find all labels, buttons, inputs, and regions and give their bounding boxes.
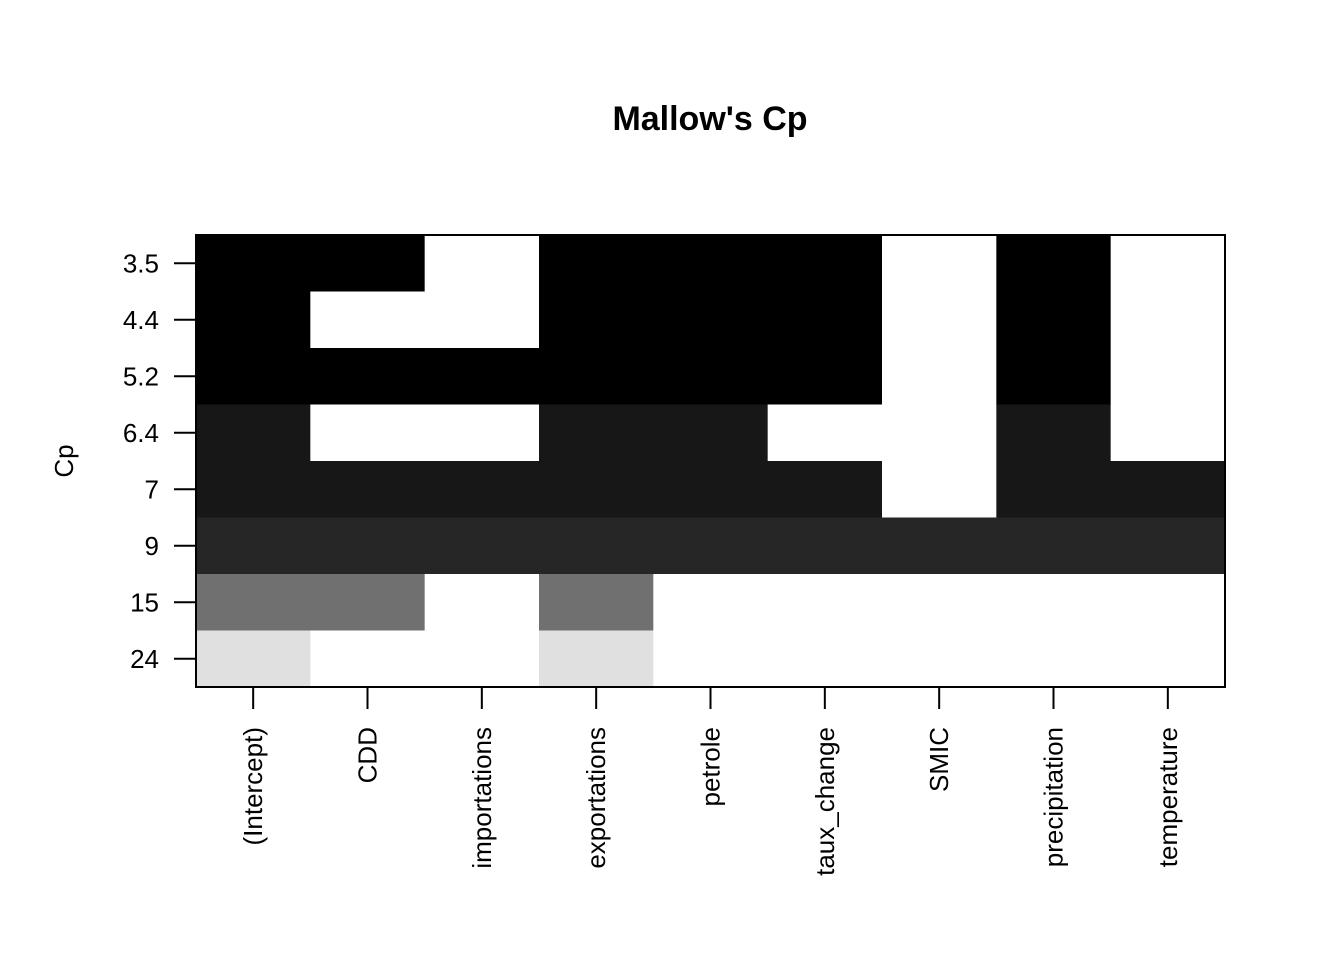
heatmap-cell (196, 348, 311, 406)
heatmap-cell (653, 517, 769, 575)
y-tick-label: 3.5 (123, 248, 159, 278)
x-tick-label: exportations (581, 727, 611, 869)
heatmap-cell (996, 235, 1112, 293)
heatmap-cell (539, 404, 654, 462)
heatmap-cell (1110, 404, 1226, 462)
y-tick-label: 7 (145, 474, 159, 504)
heatmap-cell (424, 235, 540, 293)
heatmap-cell (196, 630, 311, 688)
heatmap-cell (539, 574, 654, 632)
heatmap-cell (424, 574, 540, 632)
x-tick-label: SMIC (924, 727, 954, 792)
heatmap-cell (767, 235, 883, 293)
x-tick-label: taux_change (810, 727, 840, 876)
y-axis-label: Cp (49, 444, 79, 477)
heatmap-cell (1110, 630, 1226, 688)
heatmap-cell (996, 517, 1112, 575)
heatmap-cell (196, 404, 311, 462)
heatmap-cell (424, 630, 540, 688)
heatmap-cell (996, 574, 1112, 632)
heatmap-cell (310, 630, 426, 688)
heatmap-cell (1110, 517, 1226, 575)
heatmap-cell (996, 348, 1112, 406)
heatmap-cell (1110, 291, 1226, 349)
y-tick-label: 9 (145, 531, 159, 561)
heatmap-cell (196, 574, 311, 632)
axes: 3.5 4.4 5.2 6.4 7 9 15 24 (Intercept) CDD importat… (123, 248, 1183, 876)
heatmap-cell (996, 630, 1112, 688)
heatmap-cell (882, 461, 997, 519)
y-tick-label: 5.2 (123, 361, 159, 391)
heatmap-cell (653, 348, 769, 406)
heatmap-cell (539, 235, 654, 293)
heatmap-cell (424, 517, 540, 575)
heatmap-cell (424, 291, 540, 349)
heatmap-cell (653, 404, 769, 462)
heatmap-cell (1110, 461, 1226, 519)
heatmap-cell (1110, 348, 1226, 406)
heatmap-cell (882, 517, 997, 575)
heatmap-cell (882, 404, 997, 462)
heatmap-cell (310, 291, 426, 349)
heatmap-cell (539, 630, 654, 688)
heatmap-cell (1110, 574, 1226, 632)
y-tick-label: 15 (130, 587, 159, 617)
heatmap-cells (196, 235, 1226, 688)
y-tick-label: 4.4 (123, 305, 159, 335)
heatmap-cell (882, 235, 997, 293)
heatmap-cell (424, 404, 540, 462)
heatmap-cell (196, 291, 311, 349)
heatmap-cell (767, 461, 883, 519)
heatmap-cell (539, 517, 654, 575)
heatmap-cell (996, 291, 1112, 349)
heatmap-cell (767, 574, 883, 632)
heatmap-cell (882, 574, 997, 632)
heatmap-cell (310, 235, 426, 293)
heatmap-cell (767, 291, 883, 349)
chart-title: Mallow's Cp (612, 100, 807, 138)
heatmap-cell (310, 574, 426, 632)
heatmap-cell (539, 291, 654, 349)
heatmap-cell (310, 517, 426, 575)
heatmap-cell (1110, 235, 1226, 293)
x-tick-label: petrole (696, 727, 726, 807)
heatmap-cell (996, 404, 1112, 462)
x-tick-label: temperature (1153, 727, 1183, 867)
heatmap-cell (310, 404, 426, 462)
heatmap-cell (539, 461, 654, 519)
heatmap-cell (424, 348, 540, 406)
x-tick-label: CDD (353, 727, 383, 783)
heatmap-cell (767, 404, 883, 462)
heatmap-cell (767, 348, 883, 406)
x-tick-label: precipitation (1039, 727, 1069, 867)
y-tick-label: 24 (130, 644, 159, 674)
heatmap-cell (882, 291, 997, 349)
heatmap-cell (767, 630, 883, 688)
heatmap-cell (653, 235, 769, 293)
x-tick-label: (Intercept) (238, 727, 268, 846)
heatmap-cell (196, 461, 311, 519)
heatmap-cell (196, 235, 311, 293)
heatmap-cell (996, 461, 1112, 519)
heatmap-cell (196, 517, 311, 575)
heatmap-cell (653, 574, 769, 632)
heatmap-cell (653, 291, 769, 349)
heatmap-cell (653, 461, 769, 519)
heatmap-cell (882, 630, 997, 688)
x-tick-label: importations (467, 727, 497, 869)
heatmap-cell (767, 517, 883, 575)
y-tick-label: 6.4 (123, 418, 159, 448)
heatmap-cell (882, 348, 997, 406)
heatmap-cell (653, 630, 769, 688)
heatmap-cell (424, 461, 540, 519)
heatmap-cell (310, 461, 426, 519)
heatmap-cell (310, 348, 426, 406)
heatmap-cell (539, 348, 654, 406)
